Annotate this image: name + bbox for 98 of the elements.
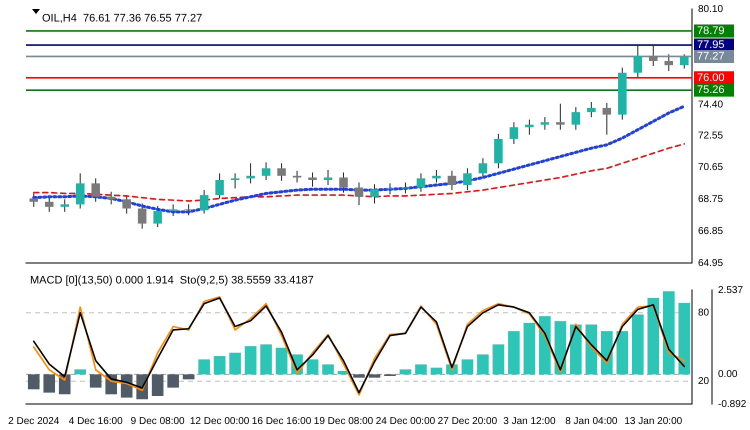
- y-tick-label: 64.95: [698, 258, 724, 269]
- x-tick-label: 12 Dec 00:00: [190, 416, 250, 427]
- candlestick: [680, 54, 689, 70]
- x-tick-label: 16 Dec 16:00: [252, 416, 312, 427]
- ref-line-label: 75.26: [697, 84, 725, 96]
- candlestick: [478, 158, 488, 179]
- x-tick-label: 4 Dec 16:00: [68, 416, 124, 427]
- y-tick-label: 70.65: [698, 162, 724, 174]
- bar: [28, 374, 40, 390]
- y-tick-label: 74.40: [698, 99, 724, 110]
- bar: [632, 314, 644, 374]
- x-tick-label: 24 Dec 00:00: [376, 416, 436, 427]
- y-tick-label: 66.85: [698, 226, 724, 237]
- bar: [415, 364, 427, 374]
- bar: [306, 359, 318, 374]
- candlestick: [602, 102, 612, 136]
- candlestick: [587, 102, 596, 118]
- chart-title: MACD [0](13,50) 0.000 1.914 Sto(9,2,5) 38.5559 33.4187: [30, 274, 314, 287]
- candlestick: [354, 182, 364, 206]
- bar: [477, 354, 489, 374]
- candlestick: [525, 119, 534, 136]
- candlestick: [540, 116, 550, 130]
- bar: [74, 369, 86, 374]
- candlestick: [572, 106, 580, 130]
- x-tick-label: 8 Jan 04:00: [565, 416, 618, 427]
- bar: [353, 374, 365, 378]
- bar: [43, 374, 56, 393]
- bar: [322, 364, 334, 374]
- candlestick: [463, 168, 472, 191]
- candlestick: [44, 196, 54, 212]
- bar: [508, 331, 520, 374]
- candlestick: [339, 172, 348, 194]
- bar: [647, 298, 660, 374]
- y-tick-label: 2.537: [718, 284, 744, 296]
- candlestick: [401, 182, 410, 194]
- bar: [152, 374, 164, 396]
- y2-tick-label: 80: [698, 308, 710, 319]
- x-tick-label: 9 Dec 08:00: [130, 416, 186, 427]
- bar: [616, 331, 628, 374]
- candlestick: [262, 162, 270, 181]
- bar: [492, 344, 504, 374]
- candlestick: [215, 172, 224, 199]
- candlestick: [308, 172, 317, 188]
- candlestick: [153, 205, 162, 228]
- bar: [244, 346, 256, 374]
- bar: [198, 359, 210, 374]
- candlestick: [510, 122, 518, 144]
- candlestick: [649, 45, 658, 67]
- candlestick: [556, 103, 565, 130]
- bar: [586, 324, 598, 374]
- y-tick-label: 68.75: [698, 194, 724, 206]
- candlestick: [29, 192, 38, 208]
- candlestick: [138, 202, 146, 230]
- bar: [462, 359, 474, 374]
- bar: [539, 316, 551, 374]
- ref-line-label: 77.95: [697, 39, 725, 52]
- bar: [524, 322, 536, 374]
- y-tick-label: 0.00: [718, 369, 738, 380]
- y-tick-label: -0.892: [718, 398, 747, 410]
- candlestick: [106, 191, 116, 205]
- bar: [678, 302, 690, 374]
- ref-line-label: 76.00: [697, 72, 725, 84]
- bar: [430, 368, 442, 374]
- bar: [276, 348, 288, 374]
- bar: [214, 356, 226, 374]
- candlestick: [324, 169, 332, 186]
- bar: [260, 344, 272, 374]
- bar: [90, 374, 102, 388]
- candlestick: [448, 170, 456, 191]
- candlestick: [200, 190, 208, 214]
- x-tick-label: 2 Dec 2024: [8, 416, 60, 427]
- bar: [662, 291, 675, 374]
- candlestick: [416, 172, 426, 192]
- candlestick: [60, 198, 69, 212]
- candlestick: [76, 172, 84, 210]
- candlestick: [122, 194, 131, 214]
- candlestick: [634, 44, 642, 78]
- bar: [167, 374, 179, 388]
- y2-tick-label: 20: [698, 376, 710, 387]
- bar: [182, 374, 194, 380]
- x-tick-label: 27 Dec 20:00: [438, 416, 498, 427]
- y-tick-label: 72.55: [698, 130, 724, 142]
- candlestick: [370, 184, 379, 204]
- bar: [229, 352, 241, 374]
- y-tick-label: 80.10: [698, 4, 724, 15]
- bar: [400, 369, 412, 374]
- candlestick: [91, 178, 100, 202]
- candlestick: [277, 162, 286, 182]
- bar: [368, 374, 380, 378]
- candlestick: [246, 162, 255, 184]
- chart-title: OIL,H4 76.61 77.36 76.55 77.27: [42, 12, 202, 25]
- candlestick: [664, 54, 674, 72]
- x-tick-label: 19 Dec 08:00: [314, 416, 374, 427]
- x-tick-label: 13 Jan 20:00: [624, 416, 683, 427]
- candlestick: [432, 169, 441, 184]
- ref-line-label: 77.27: [697, 50, 725, 62]
- ref-line-label: 78.79: [697, 24, 725, 37]
- x-tick-label: 3 Jan 12:00: [503, 416, 556, 427]
